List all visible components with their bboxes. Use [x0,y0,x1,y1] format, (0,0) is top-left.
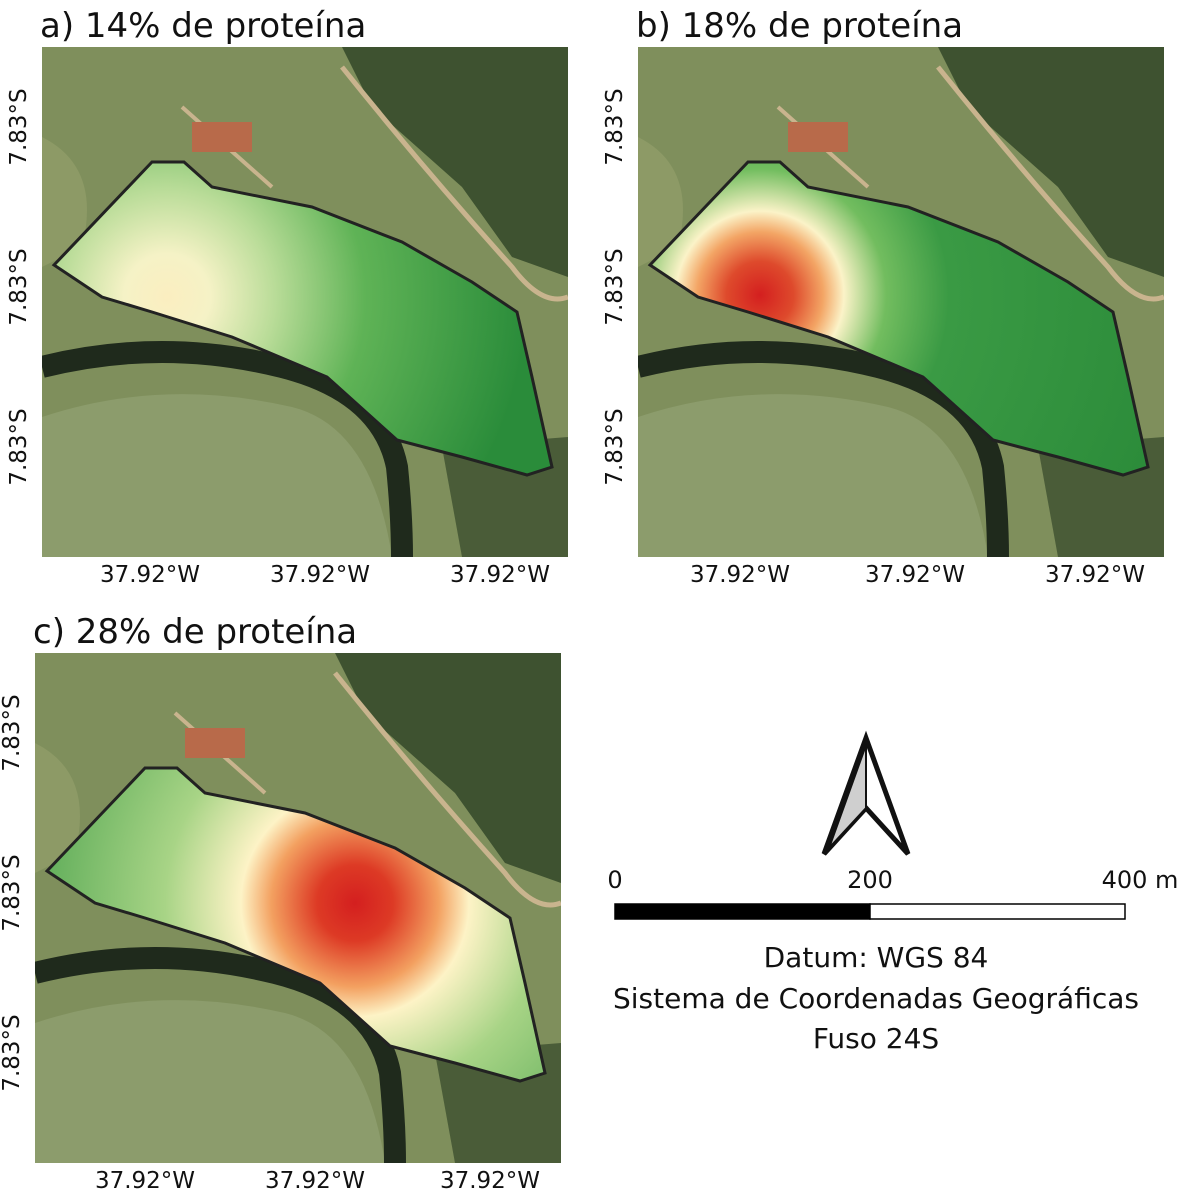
lon-label: 37.92°W [440,1168,540,1194]
map-image [42,47,568,557]
lat-label: 7.83°S [602,248,628,325]
lon-label: 37.92°W [450,562,550,588]
map-panel: b) 18% de proteína 7.83°S 7.83°S 7.83°S 37.9… [602,6,1164,588]
map-panel: c) 28% de proteína 7.83°S 7.83°S 7.83°S 37.9… [0,612,561,1194]
lat-label: 7.83°S [6,88,32,165]
scale-label: 0 [607,866,622,894]
lon-label: 37.92°W [690,562,790,588]
datum-text: Fuso 24S [813,1022,939,1055]
lat-label: 7.83°S [0,1014,25,1091]
north-arrow [824,738,908,854]
lat-label: 7.83°S [0,694,25,771]
lon-label: 37.92°W [1045,562,1145,588]
scale-label: 200 [847,866,893,894]
lat-label: 7.83°S [602,408,628,485]
lat-label: 7.83°S [6,408,32,485]
scale-label: 400 m [1102,866,1179,894]
map-figure: 0 200 400 m Datum: WGS 84 Sistema de Coo… [0,0,1194,1194]
lon-label: 37.92°W [100,562,200,588]
scale-bar: 0 200 400 m [607,866,1178,919]
panel-title: b) 18% de proteína [636,6,963,46]
lat-label: 7.83°S [602,88,628,165]
datum-text: Sistema de Coordenadas Geográficas [613,982,1139,1015]
lat-label: 7.83°S [0,854,25,931]
map-panel: a) 14% de proteína 7.83°S 7.83°S 7.83°S 37.9… [6,6,568,588]
lon-label: 37.92°W [265,1168,365,1194]
panel-title: a) 14% de proteína [40,6,366,46]
map-image [638,47,1164,557]
lon-label: 37.92°W [95,1168,195,1194]
map-image [35,653,561,1163]
lat-label: 7.83°S [6,248,32,325]
lon-label: 37.92°W [270,562,370,588]
panel-title: c) 28% de proteína [33,612,357,652]
lon-label: 37.92°W [865,562,965,588]
datum-text: Datum: WGS 84 [764,941,989,974]
